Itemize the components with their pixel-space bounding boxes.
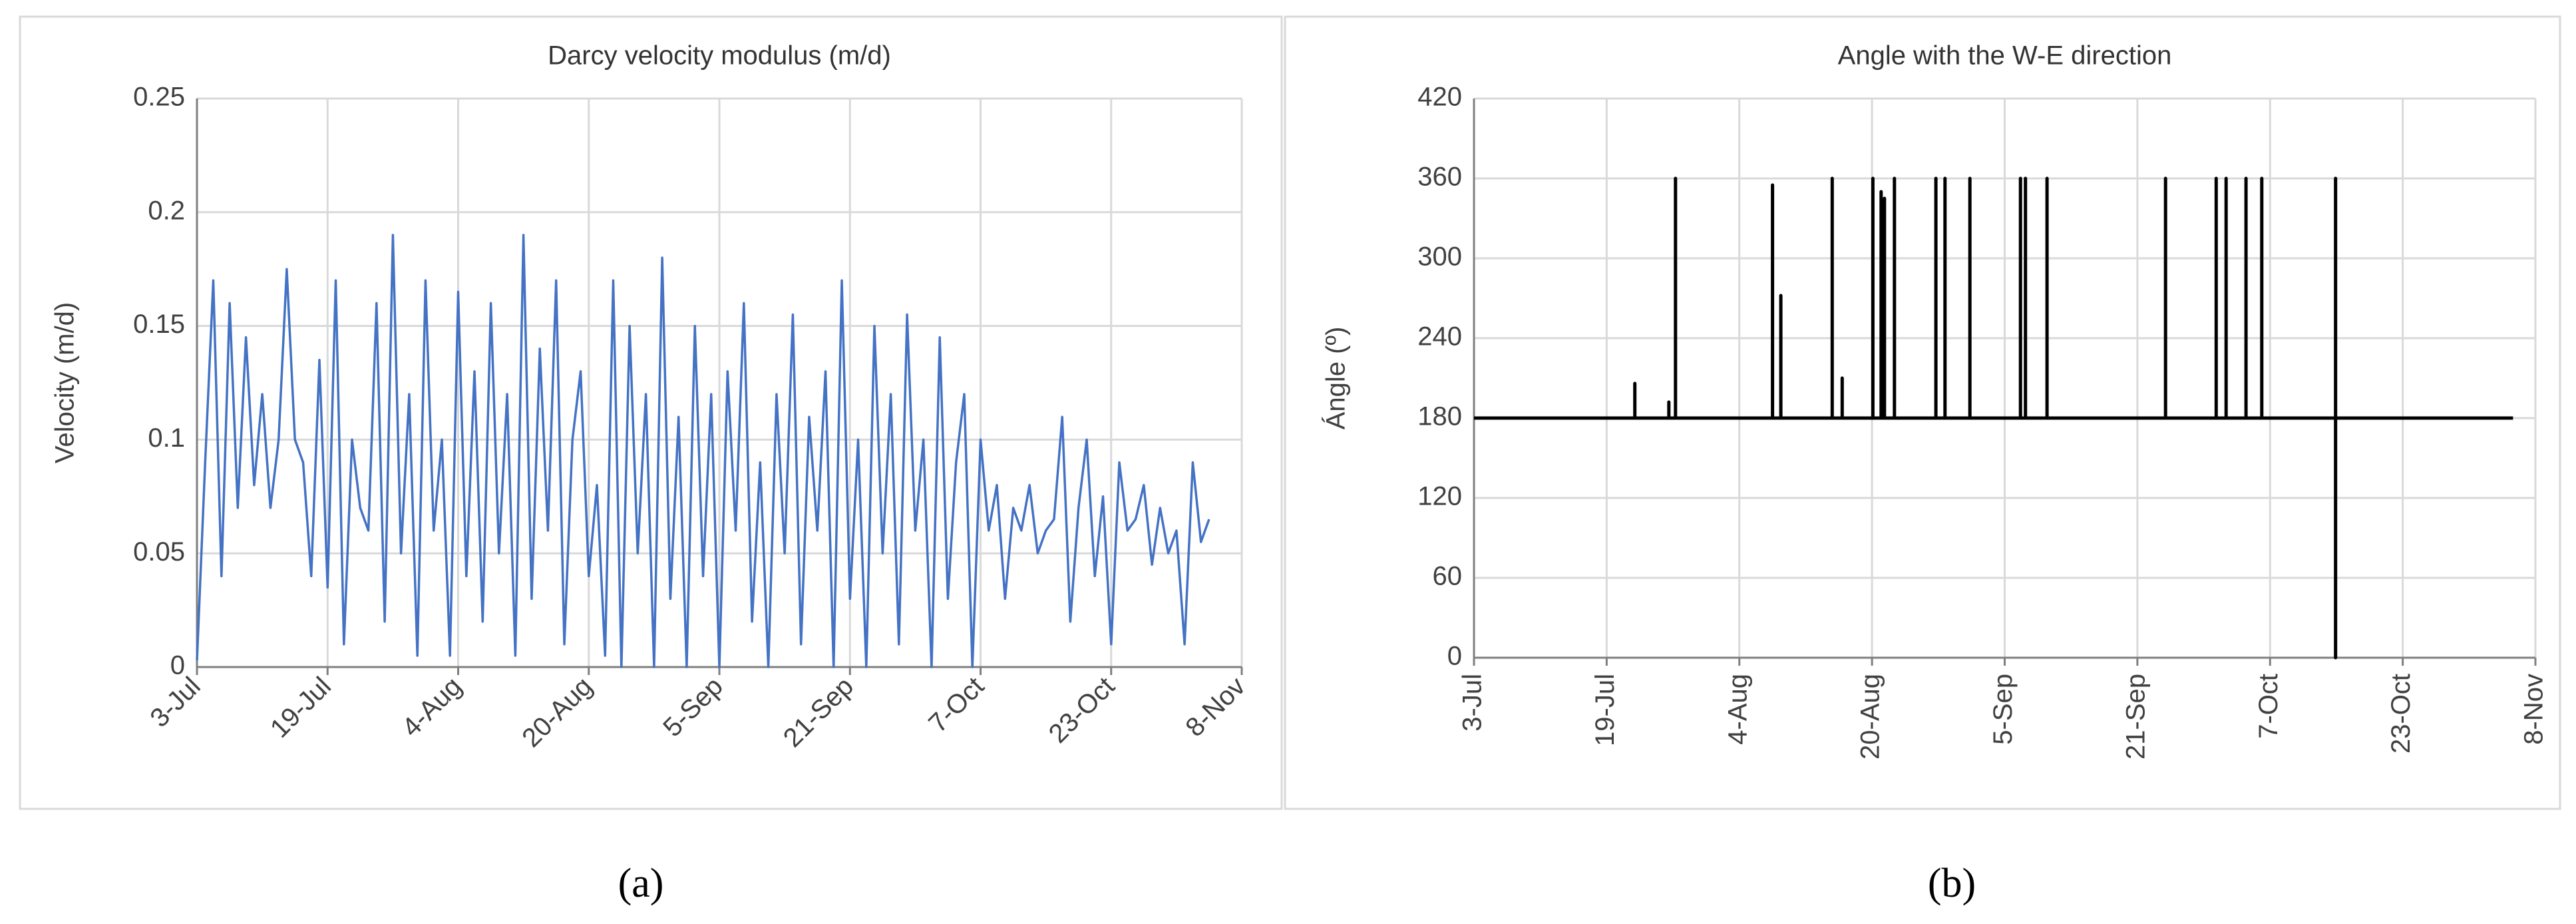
x-tick-label: 8-Nov xyxy=(2519,674,2549,745)
x-tick-label: 20-Aug xyxy=(516,672,598,753)
y-tick-label: 0.2 xyxy=(148,196,185,225)
caption: (b) xyxy=(1928,861,1976,906)
x-tick-label: 3-Jul xyxy=(1458,674,1487,732)
y-tick-label: 300 xyxy=(1417,242,1462,272)
x-tick-label: 4-Aug xyxy=(1723,674,1752,745)
x-tick-label: 5-Sep xyxy=(657,672,729,743)
panel-frame xyxy=(19,15,1283,810)
x-tick-label: 23-Oct xyxy=(1043,672,1121,749)
chart-title: Darcy velocity modulus (m/d) xyxy=(548,41,891,71)
x-tick-label: 5-Sep xyxy=(1988,674,2018,745)
y-tick-label: 0.05 xyxy=(133,537,185,567)
x-tick-label: 19-Jul xyxy=(265,672,337,744)
x-tick-label: 3-Jul xyxy=(144,672,206,733)
y-tick-label: 360 xyxy=(1417,162,1462,192)
y-tick-label: 0.1 xyxy=(148,423,185,453)
x-tick-label: 23-Oct xyxy=(2386,674,2416,754)
x-tick-label: 7-Oct xyxy=(923,672,990,738)
x-tick-label: 8-Nov xyxy=(1180,672,1251,743)
chart-title: Angle with the W-E direction xyxy=(1838,41,2172,71)
x-tick-label: 19-Jul xyxy=(1590,674,1620,746)
data-line xyxy=(1474,176,2513,660)
y-tick-label: 120 xyxy=(1417,482,1462,511)
y-tick-label: 0.15 xyxy=(133,310,185,339)
x-tick-label: 7-Oct xyxy=(2254,674,2283,739)
y-axis-label: Ángle (º) xyxy=(1321,327,1351,430)
y-tick-label: 60 xyxy=(1433,562,1463,591)
y-tick-label: 0 xyxy=(1447,642,1462,671)
y-tick-label: 420 xyxy=(1417,83,1462,112)
y-axis-label: Velocity (m/d) xyxy=(51,302,80,463)
y-tick-label: 0.25 xyxy=(133,83,185,112)
x-tick-label: 21-Sep xyxy=(2121,674,2150,760)
panel-frame xyxy=(1284,15,2561,810)
y-tick-label: 0 xyxy=(170,651,185,680)
x-tick-label: 21-Sep xyxy=(778,672,859,753)
x-tick-label: 20-Aug xyxy=(1856,674,1885,760)
data-line xyxy=(196,234,1210,668)
x-tick-label: 4-Aug xyxy=(397,672,468,743)
y-tick-label: 180 xyxy=(1417,402,1462,431)
caption: (a) xyxy=(618,861,664,906)
y-tick-label: 240 xyxy=(1417,322,1462,351)
